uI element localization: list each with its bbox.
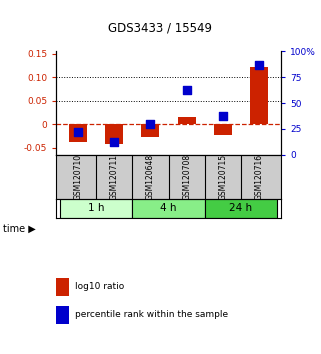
Text: time ▶: time ▶ [3,223,36,233]
Text: 24 h: 24 h [230,204,253,213]
Text: GSM120648: GSM120648 [146,154,155,200]
Bar [69,124,87,142]
Bar [250,67,268,124]
Text: percentile rank within the sample: percentile rank within the sample [75,310,229,319]
Bar [56,278,69,296]
Text: GSM120716: GSM120716 [255,154,264,200]
Bar [205,199,277,218]
Text: GSM120711: GSM120711 [110,154,119,200]
Bar [60,199,132,218]
Point [75,129,81,135]
Point [220,113,225,118]
Text: GSM120710: GSM120710 [74,154,82,200]
Text: 4 h: 4 h [160,204,177,213]
Text: GSM120708: GSM120708 [182,154,191,200]
Bar [132,199,205,218]
Point [256,62,262,68]
Point [184,87,189,92]
Bar [178,117,196,124]
Bar [105,124,123,144]
Bar [56,306,69,324]
Bar [141,124,160,137]
Text: GSM120715: GSM120715 [218,154,227,200]
Text: GDS3433 / 15549: GDS3433 / 15549 [108,22,213,35]
Text: log10 ratio: log10 ratio [75,282,125,291]
Point [148,121,153,127]
Text: 1 h: 1 h [88,204,104,213]
Point [112,139,117,145]
Bar [214,124,232,135]
